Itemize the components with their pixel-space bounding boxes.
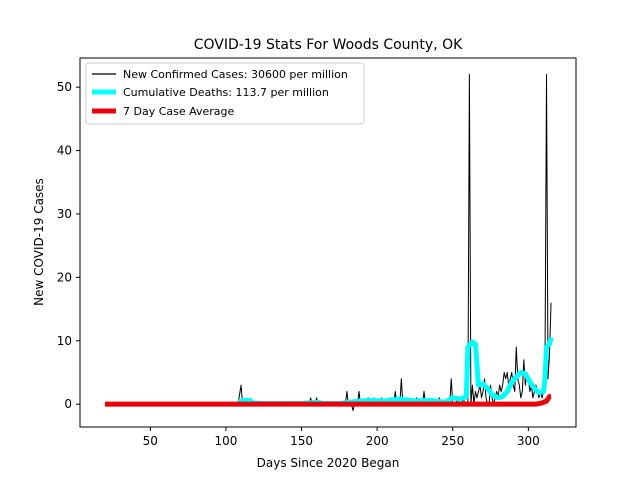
- x-axis-label: Days Since 2020 Began: [257, 456, 400, 470]
- chart-title: COVID-19 Stats For Woods County, OK: [194, 37, 463, 53]
- y-axis: 0 10 20 30 40 50: [57, 80, 80, 411]
- plot-area: [79, 57, 577, 428]
- x-tick-label: 50: [143, 434, 158, 448]
- y-tick-label: 50: [57, 80, 72, 94]
- x-axis: 50 100 150 200 250 300: [143, 427, 540, 448]
- x-tick-label: 150: [290, 434, 313, 448]
- y-axis-label: New COVID-19 Cases: [32, 178, 46, 306]
- y-tick-label: 20: [57, 270, 72, 284]
- legend-label-cumulative-deaths: Cumulative Deaths: 113.7 per million: [123, 86, 329, 99]
- legend: New Confirmed Cases: 30600 per million C…: [85, 62, 365, 125]
- y-tick-label: 10: [57, 334, 72, 348]
- series-layer: [104, 73, 554, 412]
- legend-label-7-day-average: 7 Day Case Average: [123, 105, 235, 118]
- x-tick-label: 300: [517, 434, 540, 448]
- legend-box: [85, 62, 365, 125]
- x-tick-label: 200: [366, 434, 389, 448]
- series-7-day-average: [104, 394, 553, 407]
- x-tick-label: 100: [214, 434, 237, 448]
- legend-label-new-cases: New Confirmed Cases: 30600 per million: [123, 68, 348, 81]
- y-tick-label: 0: [64, 397, 72, 411]
- x-tick-label: 250: [441, 434, 464, 448]
- y-tick-label: 40: [57, 144, 72, 158]
- y-tick-label: 30: [57, 207, 72, 221]
- plot-frame: [79, 57, 577, 428]
